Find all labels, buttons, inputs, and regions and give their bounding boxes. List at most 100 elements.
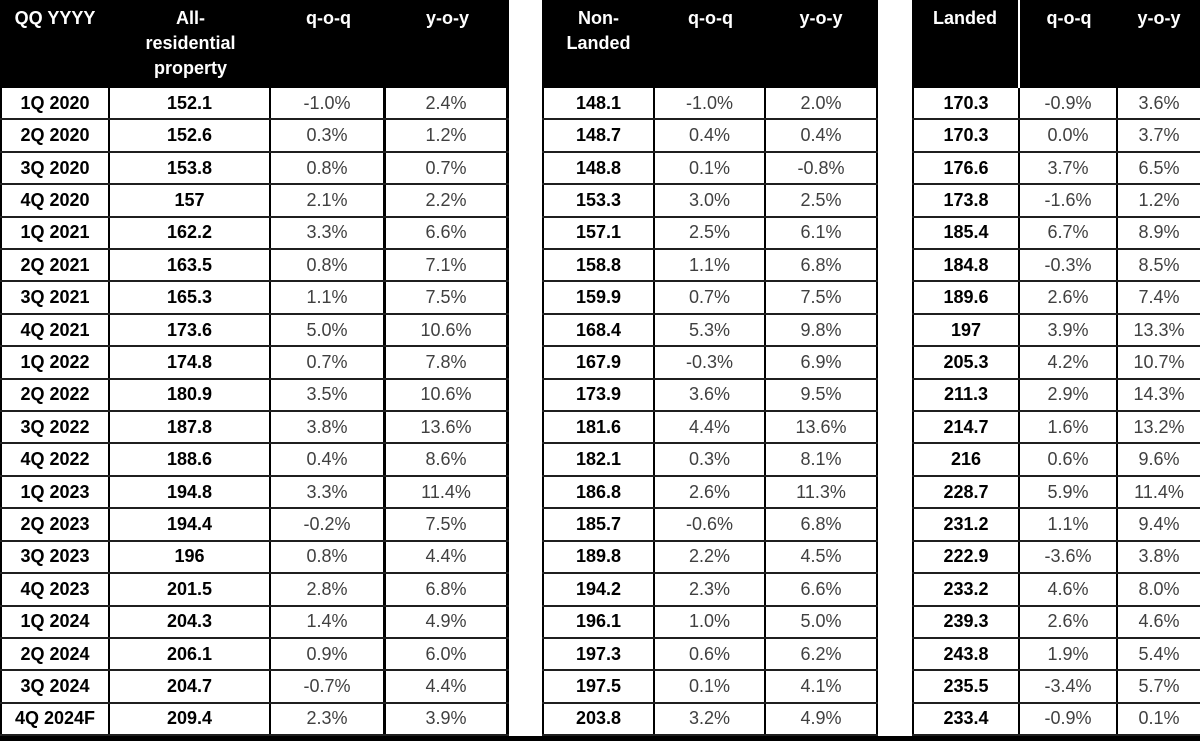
index-value-cell: 153.3 (542, 185, 655, 216)
yoy-cell: 7.5% (386, 509, 509, 540)
index-value-cell: 243.8 (912, 638, 1020, 670)
qoq-cell: 3.7% (1020, 152, 1118, 184)
table-row: 1Q 2021 162.2 3.3% 6.6% (0, 217, 509, 251)
table-row: 4Q 2023 201.5 2.8% 6.8% (0, 574, 509, 607)
table-row: 153.3 3.0% 2.5% (542, 185, 878, 218)
yoy-cell: 5.4% (1138, 643, 1180, 664)
header-cell-series-name: All-residential property (110, 0, 271, 88)
quarter-cell: 1Q 2024 (0, 606, 110, 637)
qoq-cell: 2.3% (271, 703, 386, 735)
table-body-all-residential: 1Q 2020 152.1 -1.0% 2.4% 2Q 2020 152.6 0.3% 1.2… (0, 88, 509, 737)
table-row: 2Q 2024 206.1 0.9% 6.0% (0, 638, 509, 672)
yoy-cell: 9.4% (1138, 513, 1180, 534)
table-row: 170.3 -0.9% 3.6% (912, 88, 1200, 121)
quarter-cell: 1Q 2021 (0, 217, 110, 249)
index-value-cell: 148.8 (542, 152, 655, 184)
header-cell-yoy: y-o-y (386, 0, 509, 88)
table-row: 1Q 2022 174.8 0.7% 7.8% (0, 347, 509, 380)
yoy-cell: 7.5% (766, 282, 878, 313)
qoq-cell: 1.1% (271, 282, 386, 313)
quarter-cell: 2Q 2023 (0, 509, 110, 540)
qoq-header-label: q-o-q (688, 8, 733, 28)
index-value-cell: 205.3 (912, 347, 1020, 378)
quarter-cell: 2Q 2020 (0, 120, 110, 151)
quarter-cell: 3Q 2024 (0, 671, 110, 702)
yoy-cell: 6.0% (386, 638, 509, 670)
table-row: 4Q 2024F 209.4 2.3% 3.9% (0, 703, 509, 737)
yoy-cell: 4.6% (1138, 611, 1180, 632)
table-row: 182.1 0.3% 8.1% (542, 444, 878, 477)
qoq-cell: -3.6% (1020, 541, 1118, 573)
header-cell-quarter: QQ YYYY (0, 0, 110, 88)
table-row: 3Q 2023 196 0.8% 4.4% (0, 541, 509, 575)
table-row: 2Q 2021 163.5 0.8% 7.1% (0, 250, 509, 283)
qoq-cell: 2.6% (1020, 282, 1118, 313)
qoq-cell: 0.1% (655, 152, 766, 184)
qoq-cell: 6.7% (1020, 217, 1118, 249)
yoy-header-label: y-o-y (1137, 8, 1181, 28)
header-cell-qoq: q-o-q (271, 0, 386, 88)
table-row: 216 0.6% 9.6% (912, 444, 1200, 477)
qoq-cell: -1.0% (271, 88, 386, 119)
yoy-cell: 2.0% (766, 88, 878, 119)
yoy-cell: 2.4% (386, 88, 509, 119)
table-row: 3Q 2024 204.7 -0.7% 4.4% (0, 671, 509, 704)
index-value-cell: 216 (912, 444, 1020, 475)
qoq-cell: 1.4% (271, 606, 386, 637)
index-value-cell: 174.8 (110, 347, 271, 378)
qoq-cell: 5.9% (1020, 476, 1118, 508)
qoq-cell: 0.8% (271, 541, 386, 573)
quarter-cell: 2Q 2021 (0, 250, 110, 281)
table-body-non-landed: 148.1 -1.0% 2.0% 148.7 0.4% 0.4% 148.8 0.1% -0.8… (542, 88, 878, 737)
qoq-cell: 2.5% (655, 217, 766, 249)
qoq-cell: 3.8% (271, 412, 386, 443)
qoq-cell: 0.7% (655, 282, 766, 313)
qoq-cell: 0.7% (271, 347, 386, 378)
qoq-cell: -1.6% (1020, 185, 1118, 216)
quarter-cell: 2Q 2024 (0, 638, 110, 670)
index-value-cell: 185.7 (542, 509, 655, 540)
yoy-cell: 13.2% (1133, 416, 1185, 437)
index-value-cell: 184.8 (912, 250, 1020, 281)
qoq-cell: 1.0% (655, 606, 766, 637)
qoq-cell: -3.4% (1020, 671, 1118, 702)
yoy-cell: 9.6% (1138, 449, 1180, 470)
yoy-cell: 11.4% (1134, 481, 1184, 502)
yoy-cell: 1.2% (1138, 189, 1180, 210)
index-value-cell: 148.1 (542, 88, 655, 119)
qoq-cell: 2.6% (655, 476, 766, 508)
series-name-label: Landed (932, 8, 997, 28)
qoq-cell: 0.8% (271, 152, 386, 184)
yoy-cell: 3.8% (1138, 546, 1180, 567)
qoq-cell: 1.9% (1020, 638, 1118, 670)
table-row: 235.5 -3.4% 5.7% (912, 671, 1200, 704)
header-cell-qoq: q-o-q (655, 0, 766, 88)
table-row: 231.2 1.1% 9.4% (912, 509, 1200, 542)
table-row: 157.1 2.5% 6.1% (542, 217, 878, 251)
table-row: 181.6 4.4% 13.6% (542, 412, 878, 445)
table-row: 173.9 3.6% 9.5% (542, 379, 878, 413)
header-cell-yoy: y-o-y (1118, 0, 1200, 88)
table-header-all-residential: QQ YYYY All-residential property q-o-q y… (0, 0, 509, 88)
table-row: 159.9 0.7% 7.5% (542, 282, 878, 315)
yoy-cell: 6.1% (766, 217, 878, 249)
index-value-cell: 158.8 (542, 250, 655, 281)
bottom-border-bar (0, 736, 1200, 741)
index-value-cell: 222.9 (912, 541, 1020, 573)
table-row: 1Q 2020 152.1 -1.0% 2.4% (0, 88, 509, 121)
index-value-cell: 165.3 (110, 282, 271, 313)
index-value-cell: 197 (912, 314, 1020, 346)
index-value-cell: 181.6 (542, 412, 655, 443)
yoy-header-label: y-o-y (425, 8, 469, 28)
yoy-cell: 10.6% (386, 379, 509, 411)
yoy-cell: 13.3% (1133, 319, 1185, 340)
yoy-cell: 1.2% (386, 120, 509, 151)
quarter-cell: 4Q 2023 (0, 574, 110, 605)
table-header-landed: Landed q-o-q y-o-y (912, 0, 1200, 88)
index-value-cell: 157.1 (542, 217, 655, 249)
table-row: 222.9 -3.6% 3.8% (912, 541, 1200, 575)
index-value-cell: 152.1 (110, 88, 271, 119)
series-name-label: All-residential property (145, 8, 236, 79)
qoq-cell: -1.0% (655, 88, 766, 119)
yoy-cell: 11.4% (386, 476, 509, 508)
